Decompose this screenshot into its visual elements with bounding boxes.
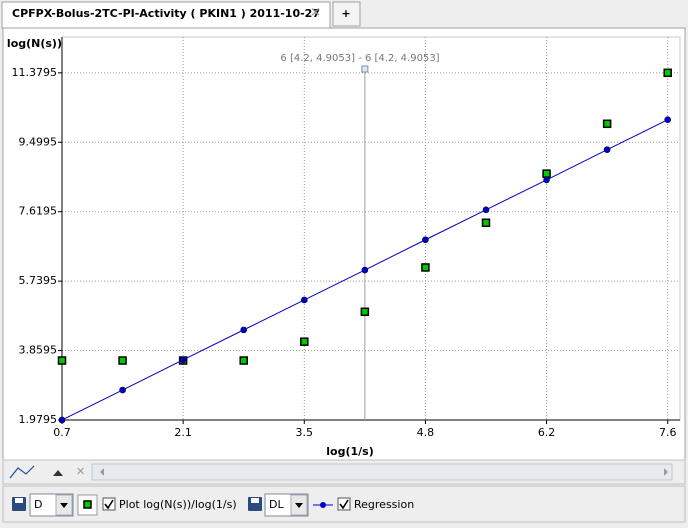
checkbox[interactable] xyxy=(102,497,116,511)
save-icon-label[interactable] xyxy=(251,498,259,503)
y-tick-label: 3.8595 xyxy=(19,344,58,357)
save-icon-label[interactable] xyxy=(15,498,23,503)
data-point xyxy=(542,169,551,178)
tab[interactable] xyxy=(1,1,331,29)
y-axis-title: log(N(s)) xyxy=(7,37,62,50)
regression-point xyxy=(422,236,429,244)
up-icon[interactable] xyxy=(53,470,63,476)
data-point xyxy=(481,218,491,228)
regression-point xyxy=(119,386,126,394)
y-tick-label: 5.7395 xyxy=(19,274,58,287)
selector-arrow[interactable] xyxy=(60,503,68,508)
regression-point xyxy=(603,146,611,153)
data-point xyxy=(421,263,430,272)
legend-symbol-dot xyxy=(320,502,326,508)
y-tick-label: 9.4995 xyxy=(19,135,58,148)
data-point xyxy=(663,68,672,78)
checkbox[interactable] xyxy=(337,497,351,511)
legend-label: Plot log(N(s))/log(1/s) xyxy=(119,498,237,511)
x-tick-label: 4.8 xyxy=(417,426,435,439)
regression-point xyxy=(361,266,369,274)
data-point xyxy=(118,356,127,365)
selector-arrow[interactable] xyxy=(295,503,303,508)
chart-panel xyxy=(2,27,686,461)
selector-value[interactable]: DL xyxy=(269,498,284,511)
selector-value[interactable]: D xyxy=(34,498,42,511)
data-point xyxy=(602,119,612,129)
data-point xyxy=(239,356,248,365)
add-tab[interactable] xyxy=(332,1,361,27)
line-tool-icon[interactable] xyxy=(9,465,35,479)
tab-title: CPFPX-Bolus-2TC-PI-Activity ( PKIN1 ) 20… xyxy=(12,7,320,20)
regression-point xyxy=(240,326,248,334)
tab-close[interactable]: ✕ xyxy=(310,6,321,21)
data-point xyxy=(57,356,67,365)
plot: 1.9795 3.8595 5.7395 7.6195 9.4995 11.3795 0.7… xyxy=(7,36,681,458)
x-tick-label: 2.1 xyxy=(174,426,192,439)
regression-point xyxy=(543,176,550,184)
legend-symbol xyxy=(83,500,92,509)
y-tick-label: 11.3795 xyxy=(12,66,58,79)
legend-label: Regression xyxy=(354,498,414,511)
y-tick-label: 7.6195 xyxy=(19,205,58,218)
x-tick-label: 6.2 xyxy=(538,426,556,439)
regression-point xyxy=(664,116,672,124)
add-tab-label[interactable]: + xyxy=(341,7,350,20)
remove-icon[interactable]: ✕ xyxy=(76,465,85,478)
checkmark[interactable] xyxy=(104,499,114,510)
annotation: 6 [4.2, 4.9053] - 6 [4.2, 4.9053] xyxy=(280,53,439,64)
x-tick-label: 3.5 xyxy=(296,426,314,439)
scroll-left[interactable] xyxy=(100,468,104,476)
regression-point xyxy=(179,356,187,364)
checkmark[interactable] xyxy=(339,499,349,510)
controls: D Plot log(N(s))/log(1/s) DL Regression xyxy=(12,493,414,517)
x-tick-label: 0.7 xyxy=(53,426,71,439)
regression-point xyxy=(58,416,66,424)
x-tick-label: 7.6 xyxy=(659,426,677,439)
y-tick-label: 1.9795 xyxy=(19,413,58,426)
x-axis-title: log(1/s) xyxy=(326,445,373,458)
scroll-right[interactable] xyxy=(664,468,668,476)
regression-point xyxy=(300,296,308,304)
data-point xyxy=(300,337,309,346)
scrollbar[interactable] xyxy=(91,463,673,481)
regression-point xyxy=(482,206,490,214)
crosshair-handle[interactable] xyxy=(361,65,369,73)
data-point xyxy=(360,307,370,317)
